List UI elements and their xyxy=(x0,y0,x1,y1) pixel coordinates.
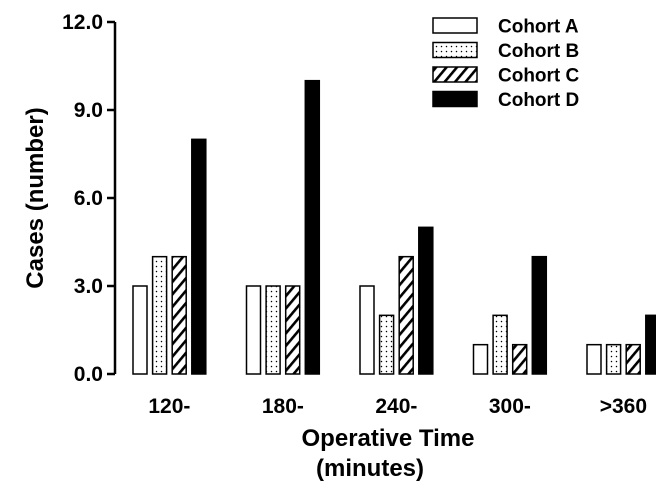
legend-swatch xyxy=(432,17,478,34)
bar xyxy=(265,285,281,375)
bar xyxy=(359,285,375,375)
bar xyxy=(511,343,528,375)
legend-label: Cohort D xyxy=(498,90,579,111)
x-tick-label: 240- xyxy=(375,395,417,418)
y-axis-title: Cases (number) xyxy=(22,107,49,288)
legend-label: Cohort B xyxy=(498,41,579,62)
bar xyxy=(472,343,489,375)
bar xyxy=(645,314,656,375)
bar xyxy=(191,138,207,375)
x-axis-title-line2: (minutes) xyxy=(316,455,424,482)
legend-label: Cohort A xyxy=(498,17,579,38)
y-ticks: 0.0 3.0 6.0 9.0 12.0 xyxy=(62,11,115,386)
bar xyxy=(531,255,548,375)
bar xyxy=(132,285,148,375)
bar xyxy=(398,255,414,375)
bar xyxy=(245,285,262,375)
legend-swatch xyxy=(432,41,478,59)
bar xyxy=(284,285,301,375)
bar xyxy=(418,226,434,375)
legend: Cohort A Cohort B Cohort C Cohort D xyxy=(432,17,580,111)
bar xyxy=(151,255,168,375)
bar xyxy=(171,255,187,375)
y-tick-label: 3.0 xyxy=(74,275,103,298)
x-axis-title-line1: Operative Time xyxy=(302,425,475,452)
x-tick-label: >360 xyxy=(600,395,647,418)
y-tick-label: 0.0 xyxy=(74,363,103,386)
legend-swatch xyxy=(432,66,478,83)
bar xyxy=(492,314,508,375)
bar xyxy=(625,343,641,375)
bar xyxy=(605,343,622,375)
x-tick-label: 180- xyxy=(262,395,304,418)
x-tick-label: 120- xyxy=(148,395,190,418)
y-tick-label: 12.0 xyxy=(62,11,103,34)
bar xyxy=(586,343,602,375)
x-tick-labels: 120- 180- 240- 300- >360 xyxy=(148,395,647,418)
bar xyxy=(304,79,321,375)
x-tick-label: 300- xyxy=(489,395,531,418)
bars xyxy=(132,79,656,375)
legend-label: Cohort C xyxy=(498,66,580,87)
y-tick-label: 6.0 xyxy=(74,187,103,210)
bar xyxy=(378,314,395,375)
y-tick-label: 9.0 xyxy=(74,99,103,122)
legend-swatch xyxy=(432,90,478,108)
